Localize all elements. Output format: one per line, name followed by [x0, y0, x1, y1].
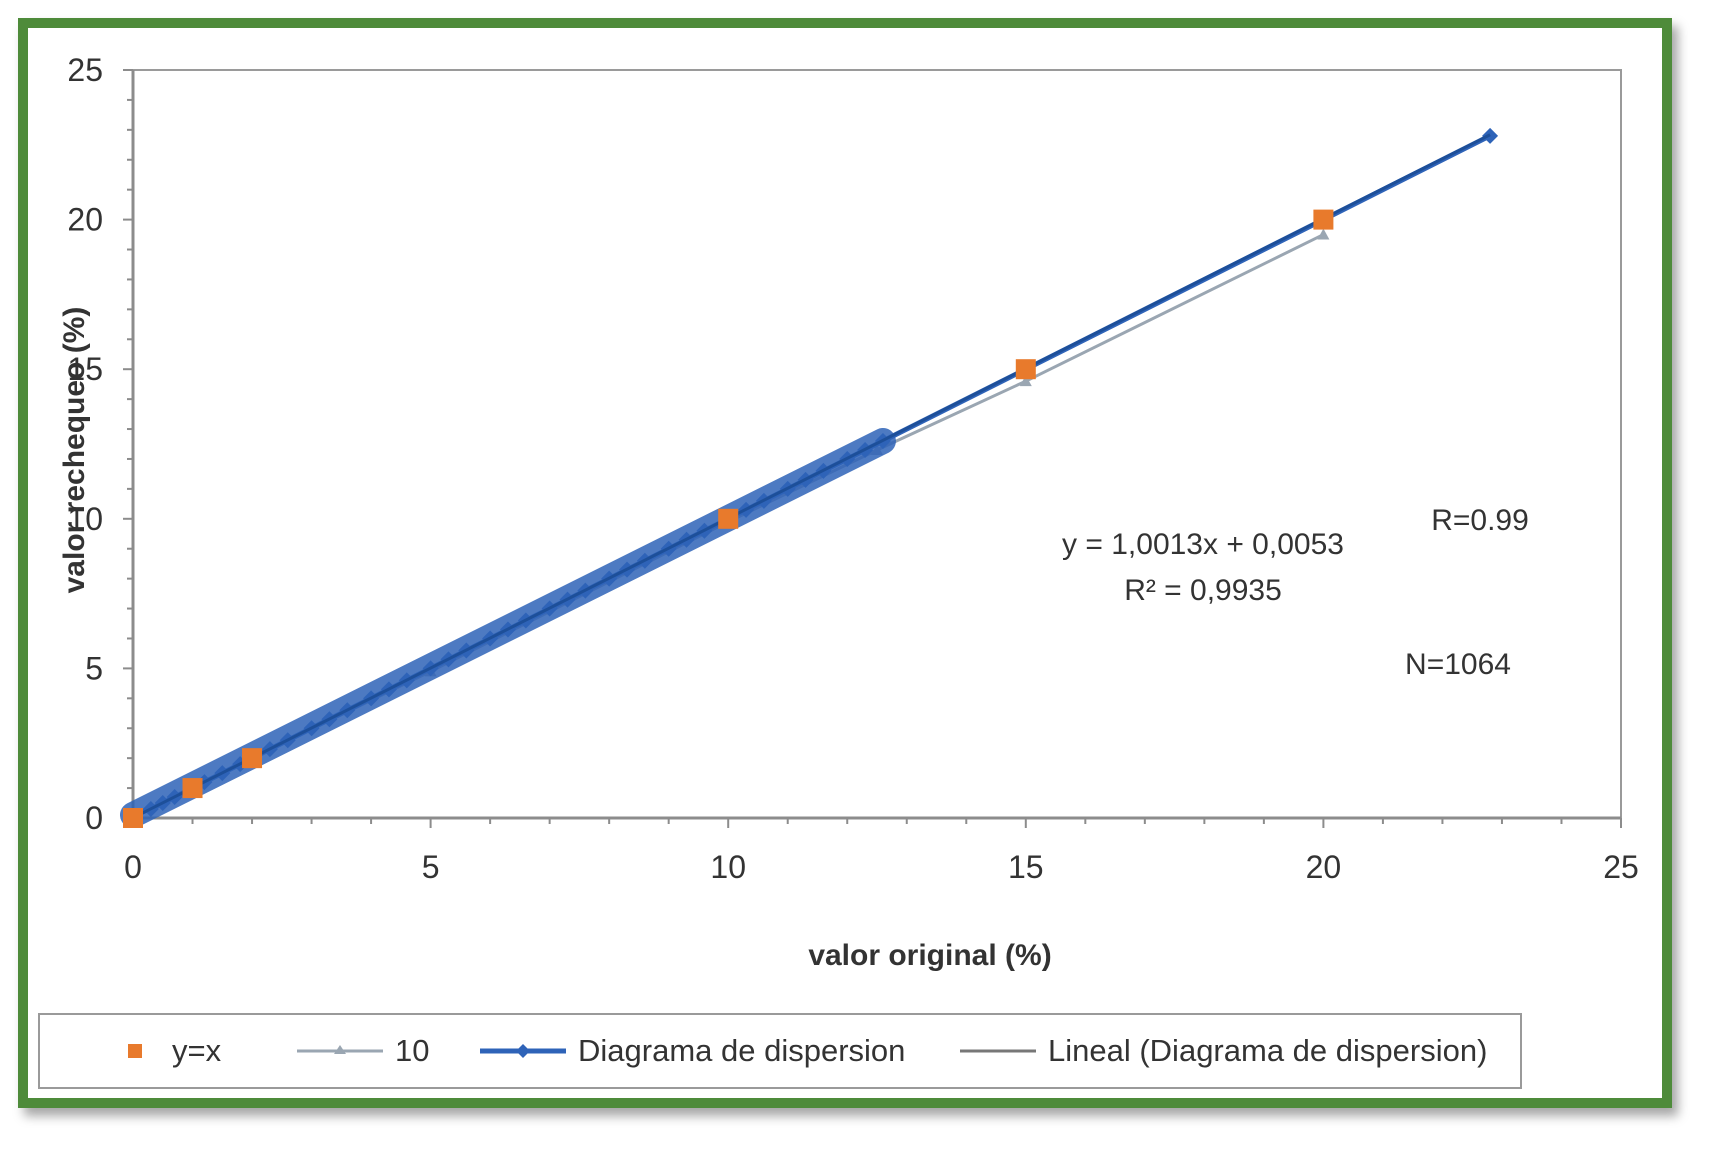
legend-item-trendline: Lineal (Diagrama de dispersion)	[958, 1015, 1487, 1087]
series-10-point	[1317, 228, 1330, 240]
gray-line-marker-icon	[297, 1045, 383, 1054]
r-squared-label: R² = 0,9935	[1124, 574, 1282, 607]
y-axis-title: valor rechequeo (%)	[58, 307, 91, 594]
regression-equation: y = 1,0013x + 0,0053	[1062, 528, 1344, 561]
series-10-point	[1019, 375, 1032, 387]
x-tick-label: 25	[1603, 849, 1639, 885]
legend-label: y=x	[172, 1033, 222, 1068]
x-axis-title: valor original (%)	[808, 939, 1051, 972]
legend-label: Lineal (Diagrama de dispersion)	[1048, 1033, 1488, 1068]
yx-point	[182, 778, 203, 799]
y-tick-label: 15	[67, 351, 103, 387]
y-tick-label: 5	[85, 650, 103, 686]
yx-point	[123, 808, 143, 828]
legend-item-10: 10	[295, 1015, 429, 1087]
y-tick-label: 10	[67, 501, 103, 537]
trendline	[132, 133, 1491, 820]
gray-trendline-icon	[960, 1049, 1036, 1053]
y-tick-label: 20	[67, 202, 103, 238]
legend: y=x 10 Diagrama de dispersion Lineal (Di…	[38, 1013, 1522, 1089]
y-tick-label: 0	[85, 800, 103, 836]
legend-item-dispersion: Diagrama de dispersion	[478, 1015, 905, 1087]
yx-point	[718, 508, 739, 529]
orange-square-marker-icon	[128, 1044, 142, 1058]
series-layer	[120, 127, 1499, 829]
x-tick-label: 20	[1306, 849, 1342, 885]
x-tick-label: 5	[422, 849, 440, 885]
x-tick-label: 0	[124, 849, 142, 885]
blue-line-marker-icon	[480, 1044, 566, 1058]
yx-point	[1313, 209, 1334, 230]
legend-label: Diagrama de dispersion	[578, 1033, 906, 1068]
yx-point	[1015, 359, 1036, 380]
legend-label: 10	[395, 1033, 430, 1068]
n-label: N=1064	[1405, 648, 1511, 681]
r-label: R=0.99	[1431, 504, 1529, 537]
yx-point	[242, 748, 263, 769]
axes: 0 5 10 15 20 25 0 5 10 15 20 25	[67, 52, 1638, 885]
y-tick-label: 25	[67, 52, 103, 88]
x-tick-label: 15	[1008, 849, 1044, 885]
x-tick-label: 10	[710, 849, 746, 885]
legend-item-yx: y=x	[120, 1015, 221, 1087]
